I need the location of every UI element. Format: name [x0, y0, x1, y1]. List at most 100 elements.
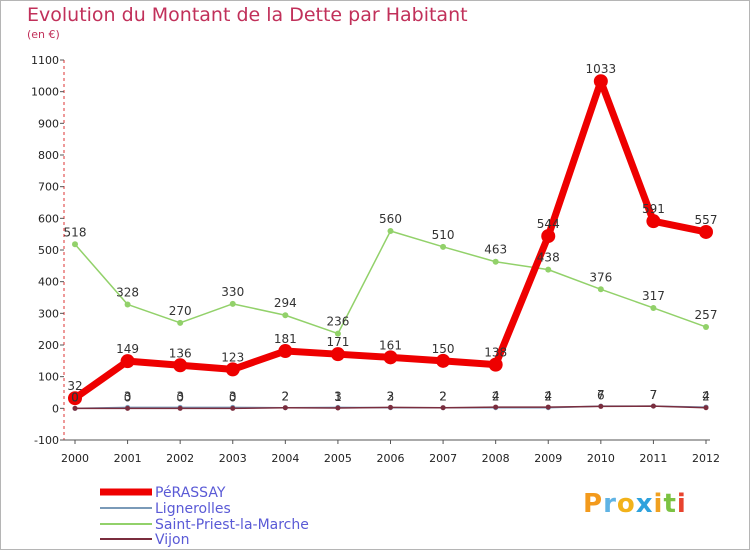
data-label: 3 [334, 389, 342, 403]
data-point [383, 350, 398, 365]
data-label: 4 [492, 389, 500, 403]
data-point [229, 300, 236, 307]
data-label: 161 [379, 338, 402, 352]
legend-label: Vijon [155, 532, 190, 548]
data-label: 438 [537, 251, 560, 265]
data-label: 2 [387, 390, 395, 404]
y-tick-label: 200 [38, 339, 59, 352]
data-label: 463 [484, 243, 507, 257]
y-tick-label: 900 [38, 117, 59, 130]
data-label: 6 [597, 388, 605, 402]
logo-letter: i [653, 489, 664, 519]
logo-letter: i [676, 489, 687, 519]
data-label: 317 [642, 289, 665, 303]
data-point [597, 286, 604, 293]
data-point [278, 344, 293, 359]
data-label: 123 [221, 350, 244, 364]
y-tick-label: 1100 [31, 54, 59, 67]
y-tick-label: 500 [38, 244, 59, 257]
data-label: 510 [432, 228, 455, 242]
data-label: 2 [282, 390, 290, 404]
data-label: 518 [64, 225, 87, 239]
x-tick-label: 2005 [324, 452, 352, 465]
data-label: 4 [702, 389, 710, 403]
data-label: 2 [492, 390, 500, 404]
axes: -100010020030040050060070080090010001100… [31, 54, 720, 465]
data-point [282, 405, 288, 411]
data-label: 0 [71, 390, 79, 404]
data-label: 4 [544, 389, 552, 403]
data-point [72, 241, 78, 248]
data-point [125, 405, 131, 411]
y-tick-label: 600 [38, 212, 59, 225]
x-tick-label: 2004 [271, 452, 299, 465]
data-label: 2 [282, 390, 290, 404]
legend: PéRASSAYLignerollesSaint-Priest-la-March… [100, 485, 309, 548]
data-point [282, 312, 289, 319]
data-label: 2 [439, 390, 447, 404]
data-point [545, 404, 551, 410]
data-label: 181 [274, 332, 297, 346]
x-tick-label: 2003 [219, 452, 247, 465]
data-label: 2 [702, 390, 710, 404]
x-tick-label: 2006 [377, 452, 405, 465]
data-point [388, 404, 393, 410]
data-point [68, 391, 82, 406]
series-layer [68, 74, 713, 411]
data-label: 2 [439, 390, 447, 404]
data-label: 560 [379, 212, 402, 226]
data-label: 3 [124, 389, 132, 403]
y-tick-label: 400 [38, 276, 59, 289]
data-label: 376 [589, 270, 612, 284]
data-label: 330 [221, 285, 244, 299]
y-tick-label: -100 [34, 434, 59, 447]
y-tick-label: 300 [38, 307, 59, 320]
x-tick-label: 2002 [166, 452, 194, 465]
data-point [177, 405, 183, 411]
logo-letter: x [635, 489, 654, 519]
data-label: 171 [326, 335, 349, 349]
data-point [230, 405, 236, 411]
logo-letter: P [583, 489, 604, 519]
data-point [650, 304, 657, 311]
data-label: 591 [642, 202, 665, 216]
data-label: 257 [695, 308, 718, 322]
data-label: 2 [544, 390, 552, 404]
data-label: 557 [695, 213, 718, 227]
y-tick-label: 100 [38, 371, 59, 384]
legend-label: Lignerolles [155, 501, 231, 517]
data-point [699, 224, 713, 239]
y-tick-label: 0 [52, 402, 59, 415]
data-label: 1033 [586, 62, 617, 76]
data-label: 136 [169, 346, 192, 360]
logo-letter: r [603, 489, 617, 519]
data-label: 150 [432, 342, 455, 356]
y-tick-label: 700 [38, 181, 59, 194]
logo-letter: t [663, 489, 677, 519]
data-label: 32 [67, 379, 82, 393]
x-tick-label: 2000 [61, 452, 89, 465]
data-point [436, 353, 451, 368]
x-tick-label: 2007 [429, 452, 457, 465]
x-tick-label: 2010 [587, 452, 615, 465]
data-label: 7 [650, 388, 658, 402]
data-point [440, 405, 446, 411]
data-label: 236 [326, 315, 349, 329]
data-label: 7 [650, 388, 658, 402]
data-point [72, 405, 78, 411]
data-label: 3 [176, 389, 184, 403]
data-point [173, 358, 188, 373]
data-label: 294 [274, 296, 297, 310]
data-point [440, 243, 447, 250]
data-label: 149 [116, 342, 139, 356]
y-tick-label: 800 [38, 149, 59, 162]
data-point [545, 266, 552, 273]
data-point [120, 354, 135, 369]
legend-label: Saint-Priest-la-Marche [155, 517, 309, 533]
data-label: 3 [387, 389, 395, 403]
data-point [492, 258, 499, 265]
data-label: 544 [537, 217, 560, 231]
data-label: 1 [334, 390, 342, 404]
